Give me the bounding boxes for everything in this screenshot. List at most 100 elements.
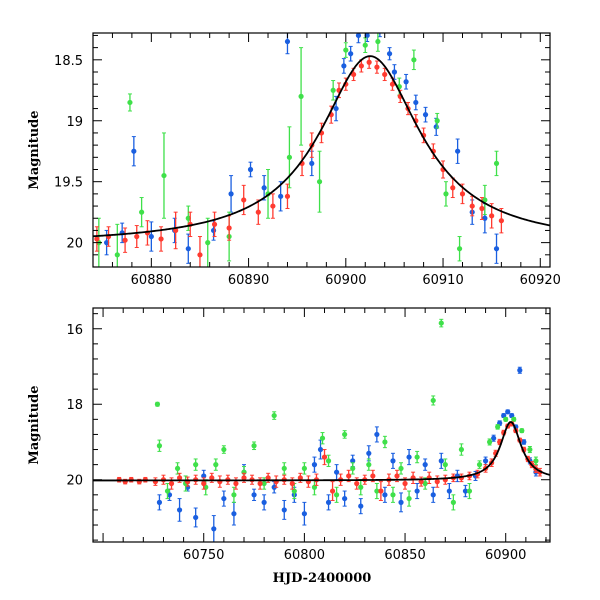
data-point — [482, 184, 488, 216]
point-marker — [168, 480, 175, 487]
data-point — [316, 150, 323, 213]
point-marker — [301, 465, 307, 472]
point-marker — [221, 495, 227, 502]
data-point — [493, 233, 500, 264]
data-point — [422, 106, 429, 123]
data-point — [301, 462, 307, 475]
bottom-panel: 60750 60800 60850 60900 16 18 20 Magnitude HJD… — [27, 307, 551, 586]
y-tick-label: 16 — [66, 323, 83, 338]
data-point — [521, 439, 527, 445]
point-marker — [354, 480, 360, 487]
point-marker — [343, 47, 349, 53]
point-marker — [201, 473, 207, 479]
point-marker — [257, 480, 263, 487]
point-marker — [311, 484, 318, 490]
point-marker — [386, 51, 393, 57]
point-marker — [325, 499, 332, 505]
point-marker — [406, 495, 412, 502]
data-point — [261, 175, 267, 201]
point-marker — [378, 488, 384, 494]
data-point — [211, 515, 217, 542]
point-marker — [281, 465, 287, 472]
data-point — [348, 45, 354, 62]
top-plot-area — [93, 33, 550, 267]
point-marker — [374, 64, 380, 70]
data-point — [247, 161, 254, 178]
y-tick-label: 20 — [66, 237, 83, 252]
point-marker — [185, 246, 191, 252]
point-marker — [291, 488, 297, 494]
data-point — [358, 479, 364, 496]
top-panel: 60880 60890 60900 60910 60920 18.5 19 19.5 20 Ma… — [27, 32, 561, 288]
data-point — [173, 211, 179, 250]
data-point — [174, 462, 181, 475]
data-point — [398, 492, 404, 513]
data-point — [350, 462, 356, 475]
point-marker — [389, 81, 396, 87]
data-point — [330, 80, 336, 101]
point-marker — [210, 227, 217, 234]
data-point — [122, 227, 128, 253]
point-marker — [469, 203, 475, 209]
data-point — [333, 486, 340, 503]
point-marker — [450, 185, 456, 191]
point-marker — [375, 38, 381, 45]
series-1 — [96, 33, 500, 267]
data-point — [491, 434, 497, 442]
point-marker — [297, 475, 303, 481]
point-marker — [127, 99, 133, 106]
data-point — [410, 471, 416, 484]
bottom-y-axis-label: Magnitude — [27, 385, 42, 464]
point-marker — [319, 435, 326, 441]
point-marker — [366, 59, 372, 65]
point-marker — [438, 320, 444, 326]
point-marker — [255, 209, 261, 215]
point-marker — [348, 51, 354, 57]
point-marker — [402, 480, 408, 487]
point-marker — [411, 57, 417, 63]
point-marker — [211, 526, 217, 532]
series-1 — [154, 318, 539, 511]
point-marker — [174, 465, 181, 472]
point-marker — [271, 484, 277, 490]
data-point — [217, 475, 223, 488]
data-point — [386, 47, 393, 61]
data-point — [430, 395, 436, 406]
point-marker — [333, 492, 340, 498]
x-tick-label: 60850 — [384, 548, 425, 563]
point-marker — [406, 454, 412, 460]
x-tick-label: 60900 — [485, 548, 526, 563]
data-point — [139, 197, 145, 228]
data-point — [438, 318, 444, 328]
bottom-ticks: 60750 60800 60850 60900 16 18 20 — [66, 308, 550, 563]
x-tick-label: 60900 — [325, 273, 366, 288]
data-point — [511, 416, 517, 422]
point-marker — [247, 166, 254, 173]
point-marker — [527, 446, 533, 453]
data-point — [434, 112, 440, 129]
point-marker — [270, 203, 276, 209]
point-marker — [498, 218, 504, 224]
point-marker — [466, 488, 473, 494]
data-point — [131, 136, 137, 167]
point-marker — [148, 233, 154, 240]
data-point — [355, 33, 362, 44]
data-point — [450, 494, 456, 511]
data-point — [325, 494, 332, 511]
point-marker — [398, 465, 404, 472]
data-point — [161, 132, 167, 219]
point-marker — [241, 197, 247, 203]
series-2 — [94, 55, 504, 267]
point-marker — [517, 367, 523, 373]
point-marker — [382, 492, 388, 498]
point-marker — [209, 475, 215, 481]
data-point — [374, 426, 380, 443]
x-tick-label: 60800 — [284, 548, 325, 563]
data-point — [382, 486, 388, 503]
series-0 — [156, 366, 539, 542]
data-point — [255, 199, 261, 225]
data-point — [466, 483, 473, 500]
point-marker — [491, 435, 497, 441]
data-point — [228, 175, 234, 213]
